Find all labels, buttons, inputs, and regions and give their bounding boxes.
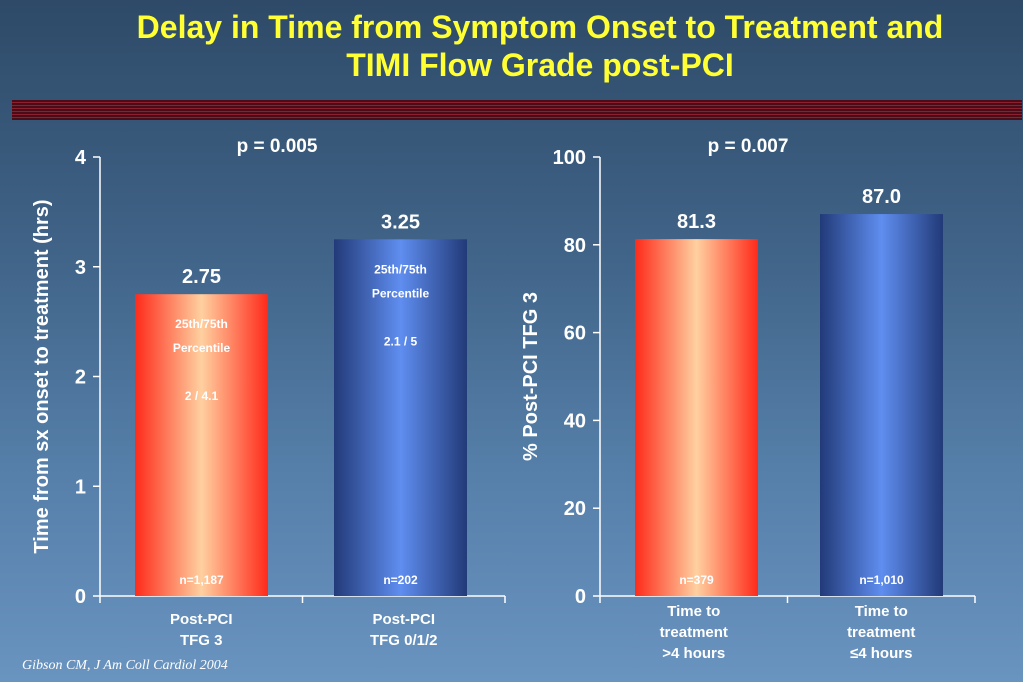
y-tick-label: 60 — [564, 323, 586, 345]
chart-title: p = 0.005 — [237, 136, 318, 157]
y-tick-label: 40 — [564, 410, 586, 432]
y-tick-label: 80 — [564, 235, 586, 257]
x-category-label: TFG 3 — [180, 632, 223, 649]
bar-1 — [820, 214, 943, 596]
y-axis-label: % Post-PCI TFG 3 — [520, 292, 542, 461]
x-category-label: treatment — [847, 624, 915, 641]
title-divider — [12, 100, 1022, 120]
n-label: n=1,010 — [859, 573, 904, 587]
y-tick-label: 3 — [75, 257, 86, 279]
percentile-label: Percentile — [173, 341, 231, 355]
bar-value-label: 2.75 — [182, 266, 221, 288]
x-category-label: Time to — [667, 603, 720, 620]
chart-tfg3-percent: p = 0.007 % Post-PCI TFG 3 0 20 40 60 80 100 81.… — [520, 136, 976, 662]
percentile-label: 25th/75th — [374, 262, 427, 276]
citation: Gibson CM, J Am Coll Cardiol 2004 — [22, 658, 228, 673]
slide-title-line-1: Delay in Time from Symptom Onset to Trea… — [136, 9, 944, 45]
bar-value-label: 3.25 — [381, 211, 420, 233]
y-tick-label: 4 — [75, 147, 87, 169]
n-label: n=202 — [383, 573, 418, 587]
x-category-label: Post-PCI — [372, 611, 435, 628]
x-category-label: ≤4 hours — [850, 645, 912, 662]
x-category-label: treatment — [660, 624, 728, 641]
n-label: n=1,187 — [179, 573, 224, 587]
percentile-label: Percentile — [372, 286, 430, 300]
bar-0 — [135, 294, 268, 596]
bar-value-label: 81.3 — [677, 211, 716, 233]
chart-title: p = 0.007 — [708, 136, 789, 157]
y-axis-label: Time from sx onset to treatment (hrs) — [31, 199, 53, 553]
percentile-label: 2 / 4.1 — [185, 389, 219, 403]
x-category-label: Time to — [855, 603, 908, 620]
y-tick-label: 20 — [564, 498, 586, 520]
x-category-label: Post-PCI — [170, 611, 233, 628]
n-label: n=379 — [679, 573, 714, 587]
y-tick-label: 2 — [75, 367, 86, 389]
bar-value-label: 87.0 — [862, 186, 901, 208]
x-category-label: TFG 0/1/2 — [370, 632, 438, 649]
x-category-label: >4 hours — [662, 645, 725, 662]
slide-title: Delay in Time from Symptom Onset to Trea… — [60, 8, 1020, 84]
chart-time-delay: p = 0.005 Time from sx onset to treatment… — [31, 136, 506, 649]
slide-title-line-2: TIMI Flow Grade post-PCI — [346, 47, 734, 83]
bar-1 — [334, 239, 467, 596]
y-tick-label: 1 — [75, 476, 86, 498]
bar-0 — [635, 239, 758, 596]
percentile-label: 25th/75th — [175, 317, 228, 331]
y-tick-label: 0 — [575, 586, 586, 608]
y-tick-label: 100 — [553, 147, 586, 169]
percentile-label: 2.1 / 5 — [384, 334, 418, 348]
y-tick-label: 0 — [75, 586, 86, 608]
